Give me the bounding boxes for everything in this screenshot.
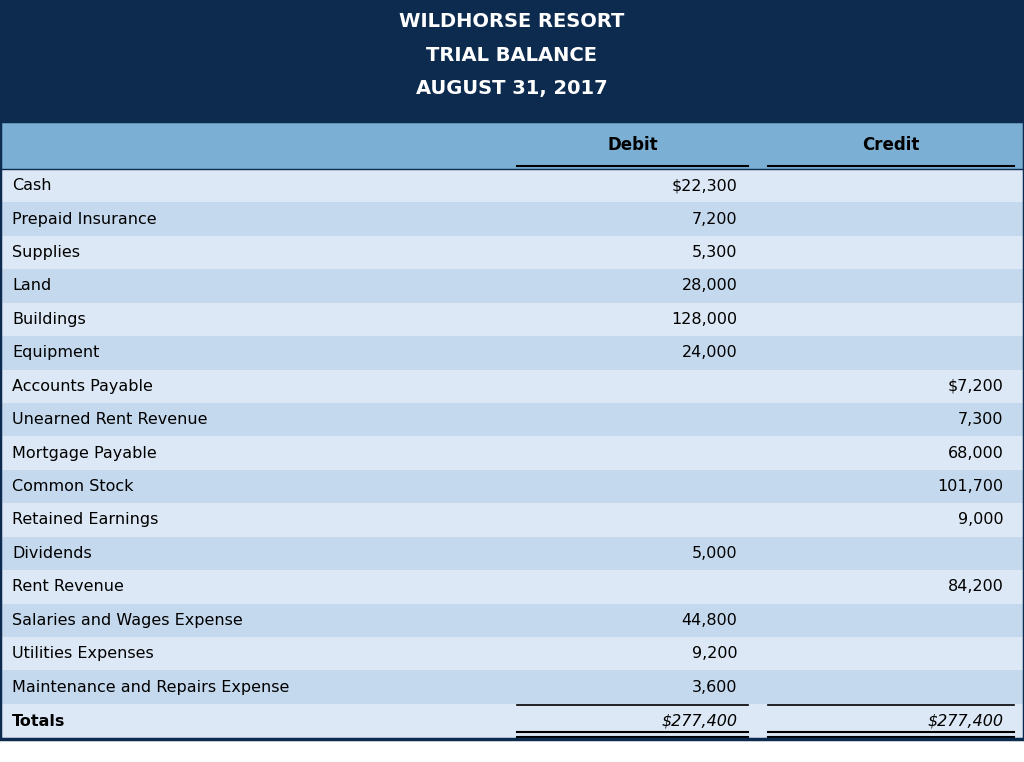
Bar — [0, 169, 1024, 203]
Text: 44,800: 44,800 — [681, 613, 737, 628]
Bar — [0, 236, 1024, 269]
Text: Debit: Debit — [607, 136, 657, 154]
Text: 28,000: 28,000 — [681, 278, 737, 293]
Bar — [0, 503, 1024, 536]
Text: Credit: Credit — [862, 136, 920, 154]
Text: $22,300: $22,300 — [672, 178, 737, 194]
Text: 84,200: 84,200 — [947, 579, 1004, 594]
Text: Buildings: Buildings — [12, 312, 86, 327]
Bar — [0, 403, 1024, 437]
Bar — [0, 570, 1024, 604]
Text: 24,000: 24,000 — [682, 345, 737, 360]
Text: 68,000: 68,000 — [947, 446, 1004, 461]
Bar — [0, 120, 1024, 169]
Text: Mortgage Payable: Mortgage Payable — [12, 446, 157, 461]
Text: 5,000: 5,000 — [691, 546, 737, 561]
Text: Maintenance and Repairs Expense: Maintenance and Repairs Expense — [12, 680, 290, 695]
Text: Accounts Payable: Accounts Payable — [12, 379, 154, 394]
Text: 101,700: 101,700 — [937, 479, 1004, 494]
Bar — [0, 336, 1024, 370]
Bar — [0, 536, 1024, 570]
Text: Dividends: Dividends — [12, 546, 92, 561]
Text: 7,300: 7,300 — [958, 412, 1004, 427]
Bar — [0, 269, 1024, 303]
Text: 3,600: 3,600 — [692, 680, 737, 695]
Bar — [0, 739, 1024, 762]
Text: Land: Land — [12, 278, 51, 293]
Text: Prepaid Insurance: Prepaid Insurance — [12, 212, 157, 226]
Text: TRIAL BALANCE: TRIAL BALANCE — [427, 46, 597, 65]
Text: Unearned Rent Revenue: Unearned Rent Revenue — [12, 412, 208, 427]
Text: 9,000: 9,000 — [957, 513, 1004, 527]
Bar — [0, 704, 1024, 739]
Bar — [0, 0, 1024, 120]
Bar — [0, 437, 1024, 470]
Text: 128,000: 128,000 — [671, 312, 737, 327]
Bar — [0, 637, 1024, 671]
Bar — [0, 671, 1024, 704]
Text: Utilities Expenses: Utilities Expenses — [12, 646, 154, 661]
Bar — [0, 604, 1024, 637]
Text: AUGUST 31, 2017: AUGUST 31, 2017 — [416, 79, 608, 98]
Text: Supplies: Supplies — [12, 245, 80, 260]
Text: Cash: Cash — [12, 178, 52, 194]
Bar — [0, 203, 1024, 236]
Text: Equipment: Equipment — [12, 345, 99, 360]
Text: $277,400: $277,400 — [662, 714, 737, 729]
Bar — [0, 470, 1024, 503]
Text: 9,200: 9,200 — [691, 646, 737, 661]
Text: $277,400: $277,400 — [928, 714, 1004, 729]
Text: 5,300: 5,300 — [692, 245, 737, 260]
Text: $7,200: $7,200 — [947, 379, 1004, 394]
Text: Common Stock: Common Stock — [12, 479, 134, 494]
Text: Rent Revenue: Rent Revenue — [12, 579, 124, 594]
Text: 7,200: 7,200 — [691, 212, 737, 226]
Bar — [0, 370, 1024, 403]
Text: Retained Earnings: Retained Earnings — [12, 513, 159, 527]
Bar — [0, 303, 1024, 336]
Text: Totals: Totals — [12, 714, 66, 729]
Text: WILDHORSE RESORT: WILDHORSE RESORT — [399, 12, 625, 31]
Text: Salaries and Wages Expense: Salaries and Wages Expense — [12, 613, 243, 628]
